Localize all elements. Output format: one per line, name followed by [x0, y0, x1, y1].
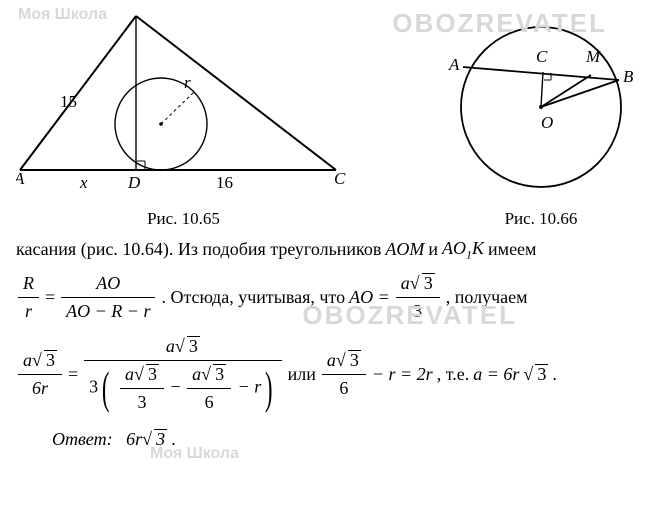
figure-10-65: A B C D 15 x 16 r Рис. 10.65 [16, 12, 351, 229]
para1a: касания (рис. 10.64). Из подобия треугол… [16, 236, 381, 263]
svg-text:O: O [541, 113, 553, 132]
and: и [428, 236, 438, 263]
frac-left: a3 6r [18, 347, 62, 402]
figures-row: A B C D 15 x 16 r Рис. 10.65 A B C M O Рис. 10.66 [16, 12, 651, 229]
AO-eq: AO = [349, 284, 390, 311]
a-eq: a = 6r [473, 361, 519, 388]
svg-text:r: r [184, 73, 191, 92]
frac-6: a3 6 [322, 347, 366, 402]
minus-r: − r = 2r [372, 361, 433, 388]
line-3: a3 6r = a3 3( a3 3 − a3 6 − r) или [16, 333, 651, 416]
figure-10-65-svg: A B C D 15 x 16 r [16, 12, 351, 202]
answer-label: Ответ: [52, 429, 113, 449]
svg-text:A: A [16, 169, 25, 188]
eq-sign-1: = [45, 284, 55, 311]
svg-text:x: x [79, 173, 88, 192]
frac-right-big: a3 3( a3 3 − a3 6 − r) [84, 333, 281, 416]
figure-10-66: A B C M O Рис. 10.66 [431, 12, 651, 229]
para2a: . Отсюда, учитывая, что [161, 284, 345, 311]
svg-text:16: 16 [216, 173, 233, 192]
svg-text:B: B [132, 12, 143, 16]
svg-text:C: C [334, 169, 346, 188]
dot1: . [552, 361, 557, 388]
svg-text:15: 15 [60, 92, 77, 111]
svg-text:M: M [585, 47, 601, 66]
frac-AO: AO AO − R − r [61, 270, 155, 325]
te: , т.е. [437, 361, 470, 388]
caption-10-66: Рис. 10.66 [431, 209, 651, 229]
AOM: AOM [385, 236, 424, 263]
eq-sign-2: = [68, 361, 78, 388]
svg-text:D: D [127, 173, 141, 192]
svg-text:B: B [623, 67, 634, 86]
frac-asq3-3: a3 3 [396, 270, 440, 325]
para2b: , получаем [446, 284, 528, 311]
frac-R-r: R r [18, 270, 39, 325]
dot2: . [172, 429, 177, 449]
AO1K: AO1K [442, 235, 484, 264]
svg-text:C: C [536, 47, 548, 66]
or: или [288, 361, 316, 388]
figure-10-66-svg: A B C M O [431, 12, 651, 202]
para1b: имеем [488, 236, 536, 263]
solution-text: касания (рис. 10.64). Из подобия треугол… [16, 235, 651, 453]
answer-value: 6r [126, 429, 142, 449]
caption-10-65: Рис. 10.65 [16, 209, 351, 229]
line-1: касания (рис. 10.64). Из подобия треугол… [16, 235, 651, 264]
answer-line: Ответ: 6r3 . [16, 426, 651, 453]
line-2: R r = AO AO − R − r . Отсюда, учитывая, … [16, 270, 651, 325]
svg-text:A: A [448, 55, 460, 74]
